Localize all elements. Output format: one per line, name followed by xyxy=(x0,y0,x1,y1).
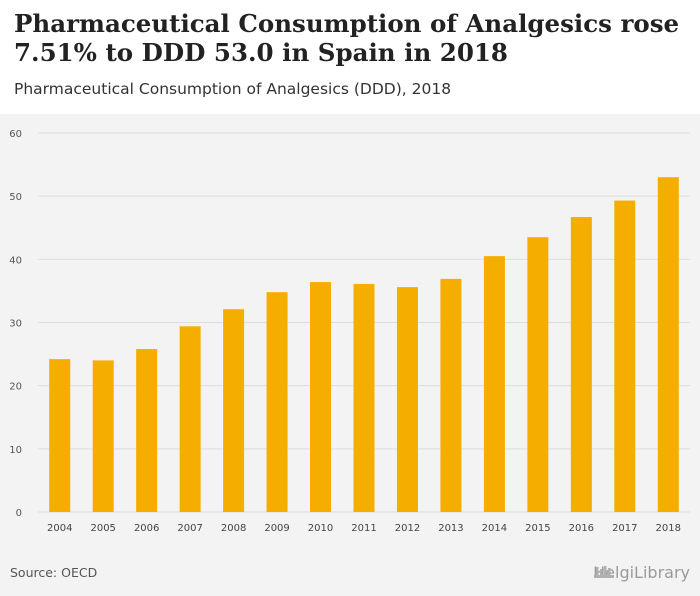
bar-2007 xyxy=(179,326,201,512)
y-tick-label: 40 xyxy=(9,255,22,266)
bar-2010 xyxy=(310,282,332,512)
bar-2006 xyxy=(136,349,158,512)
source-note: Source: OECD xyxy=(10,565,98,580)
x-tick-label: 2016 xyxy=(569,523,594,534)
x-tick-label: 2007 xyxy=(177,523,202,534)
chart-title: Pharmaceutical Consumption of Analgesics… xyxy=(14,9,680,67)
x-tick-label: 2005 xyxy=(90,523,115,534)
bar-2017 xyxy=(614,200,636,513)
bar-2018 xyxy=(657,177,679,512)
y-tick-label: 50 xyxy=(9,192,22,203)
brand-name: HelgiLibrary xyxy=(593,563,690,582)
y-tick-label: 30 xyxy=(9,319,22,330)
y-tick-label: 20 xyxy=(9,382,22,393)
x-tick-label: 2012 xyxy=(395,523,420,534)
bar-2014 xyxy=(483,256,505,512)
bar-2008 xyxy=(223,309,245,512)
library-icon xyxy=(594,566,615,578)
bar-2012 xyxy=(396,287,418,512)
x-tick-label: 2009 xyxy=(264,523,289,534)
y-tick-label: 0 xyxy=(16,508,22,519)
x-tick-label: 2013 xyxy=(438,523,463,534)
bar-2015 xyxy=(527,237,549,512)
x-tick-label: 2010 xyxy=(308,523,333,534)
x-tick-label: 2004 xyxy=(47,523,72,534)
chart-subtitle: Pharmaceutical Consumption of Analgesics… xyxy=(14,80,452,98)
bar-2011 xyxy=(353,283,375,512)
x-tick-label: 2008 xyxy=(221,523,246,534)
x-tick-label: 2015 xyxy=(525,523,550,534)
bar-2013 xyxy=(440,278,462,512)
y-tick-label: 10 xyxy=(9,445,22,456)
y-axis-ticks: 0 10 20 30 40 50 60 xyxy=(9,129,22,519)
bar-2004 xyxy=(49,359,71,512)
x-tick-label: 2014 xyxy=(482,523,507,534)
x-tick-label: 2006 xyxy=(134,523,159,534)
bar-2009 xyxy=(266,292,288,512)
bar-2016 xyxy=(570,217,592,513)
x-axis-ticks: 2004 2005 2006 2007 2008 2009 2010 2011 2012 2013… xyxy=(47,523,681,534)
x-tick-label: 2011 xyxy=(351,523,376,534)
chart-header: Pharmaceutical Consumption of Analgesics… xyxy=(0,0,700,114)
bars xyxy=(49,177,679,513)
x-tick-label: 2018 xyxy=(656,523,681,534)
bar-2005 xyxy=(92,360,114,512)
x-tick-label: 2017 xyxy=(612,523,637,534)
y-tick-label: 60 xyxy=(9,129,22,140)
brand-logo: HelgiLibrary xyxy=(593,563,690,582)
